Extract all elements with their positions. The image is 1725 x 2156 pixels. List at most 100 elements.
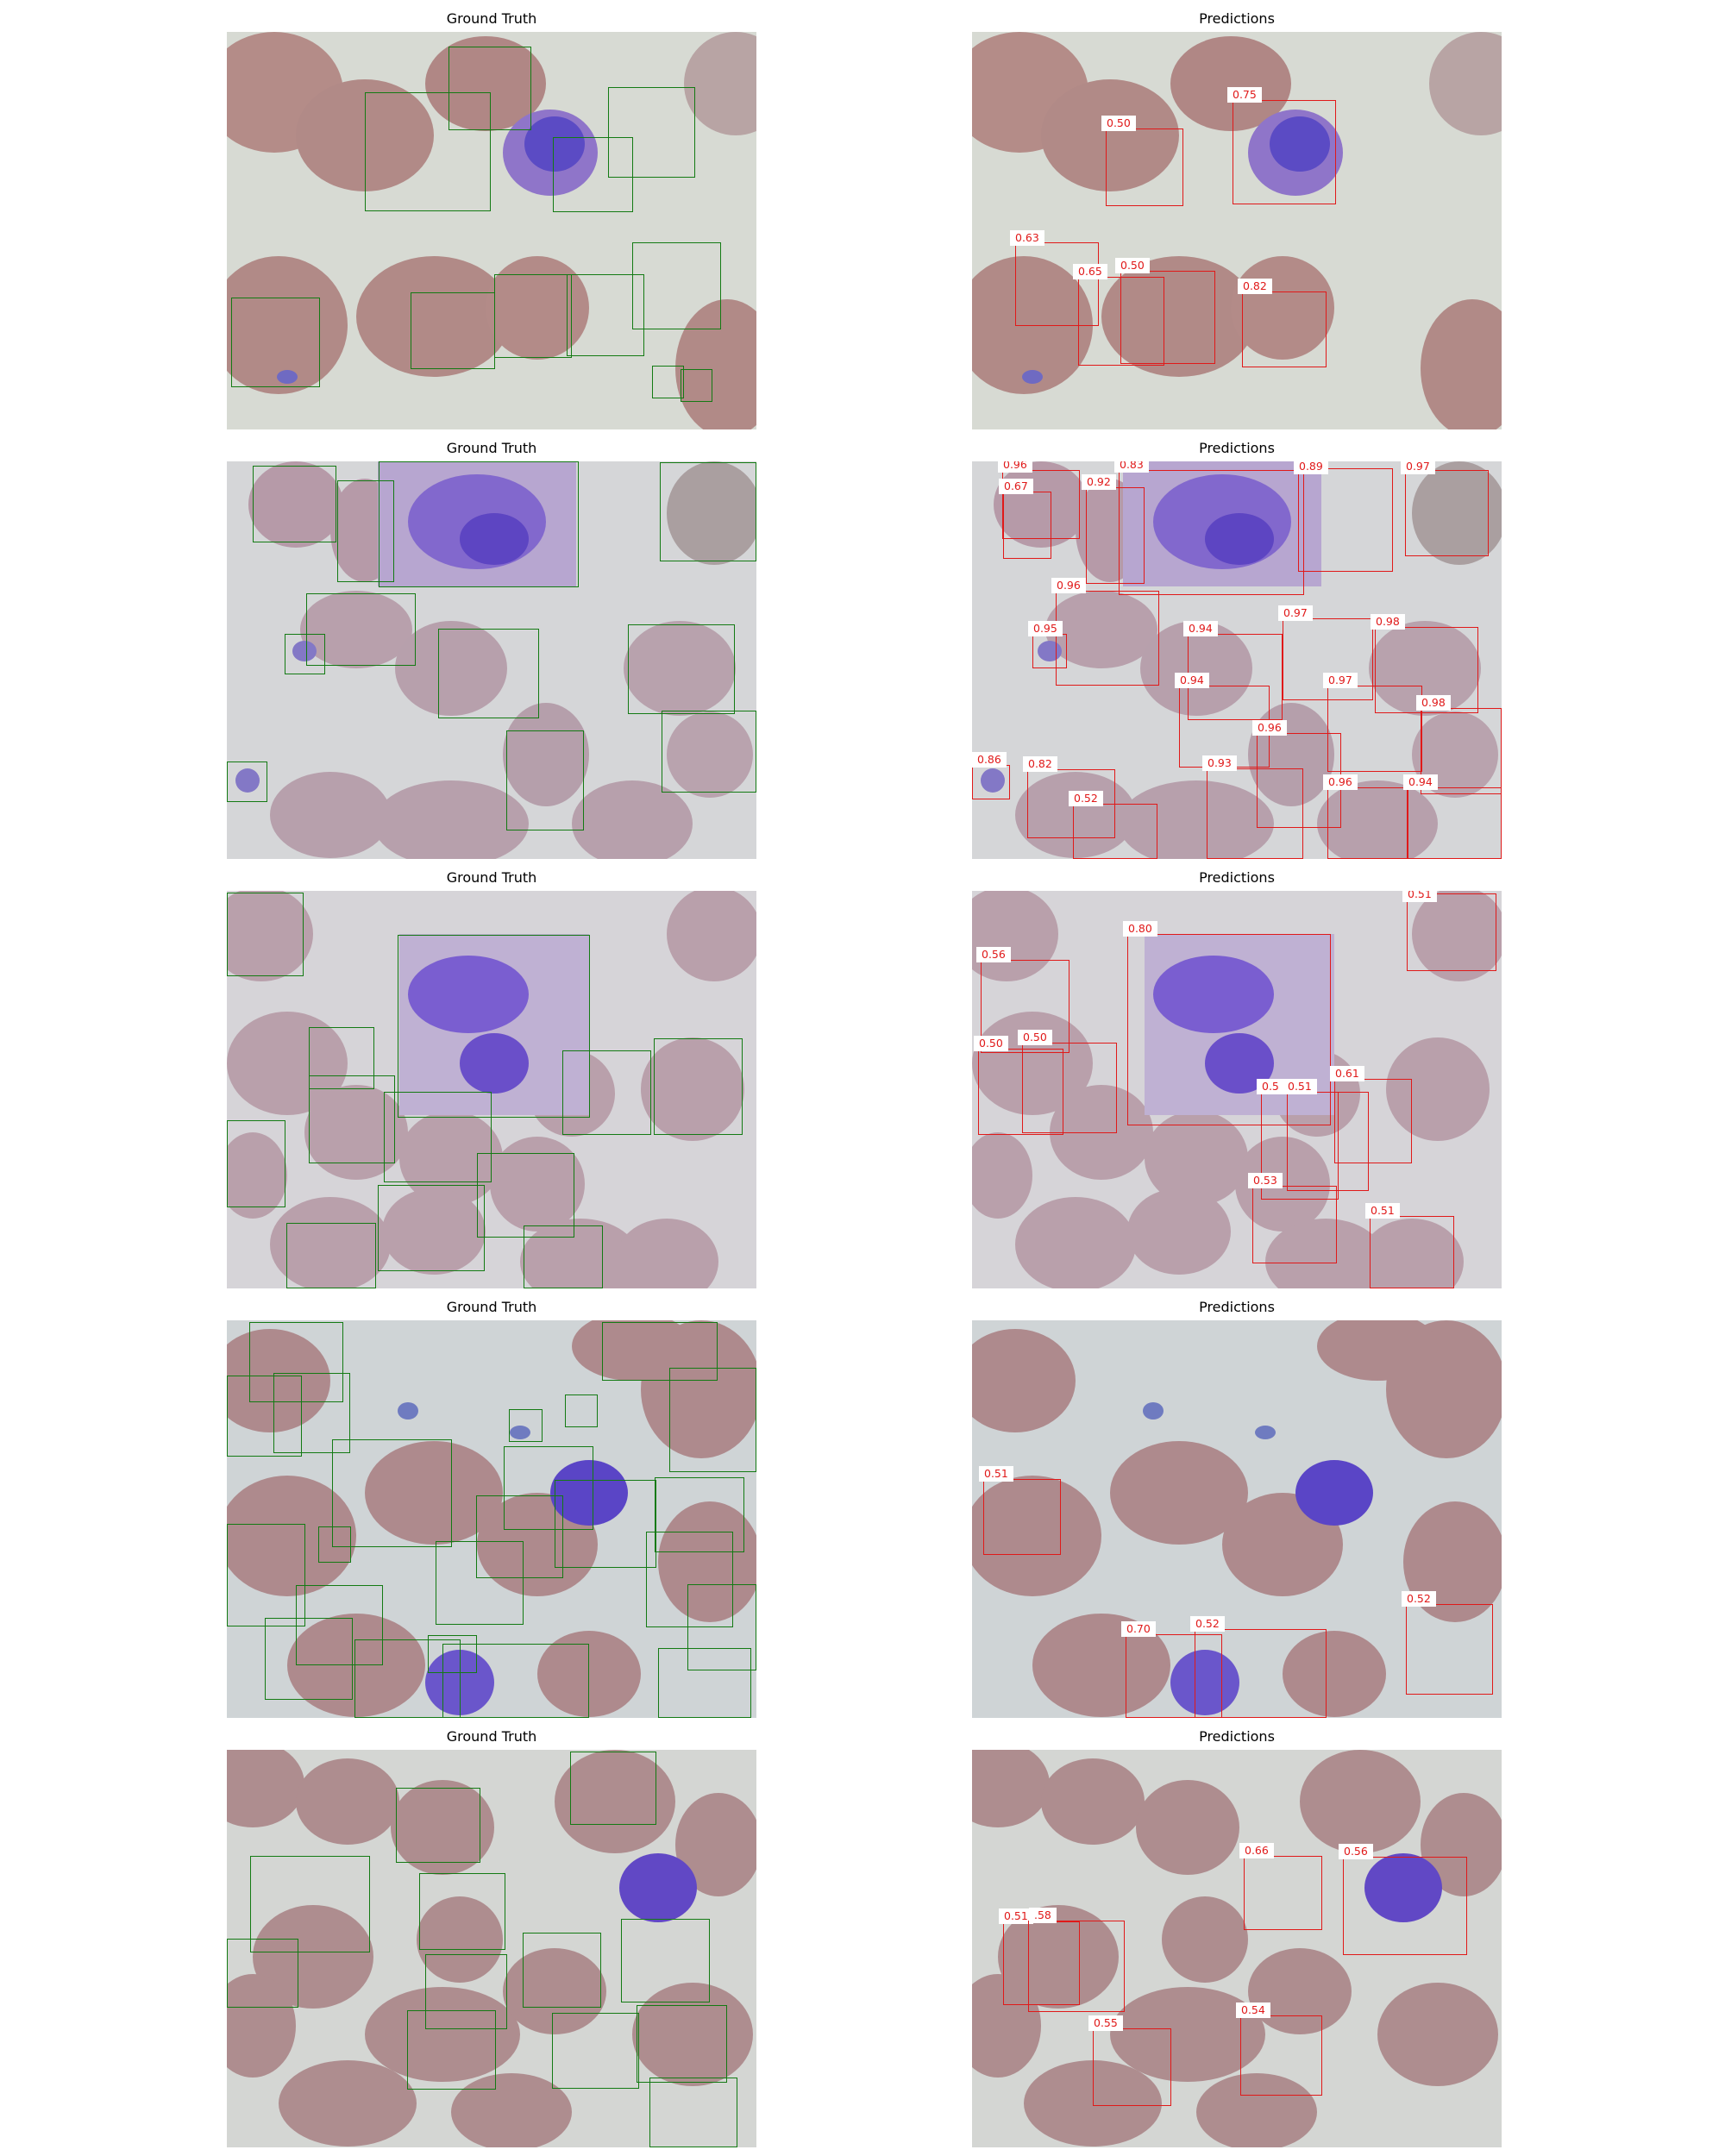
gt-box — [655, 1477, 744, 1552]
pred-score-label: 0.96 — [1051, 578, 1086, 593]
gt-box — [285, 634, 325, 674]
gt-box — [379, 461, 579, 587]
gt-title-row-3: Ground Truth — [446, 869, 537, 886]
pred-score-label: 0.54 — [1236, 2002, 1270, 2018]
gt-box — [425, 1954, 507, 2029]
pred-score-label: .58 — [1029, 1908, 1057, 1923]
gt-title-row-5: Ground Truth — [446, 1728, 537, 1745]
pred-box — [1287, 1092, 1369, 1191]
gt-box — [509, 1409, 543, 1442]
pred-box — [983, 1479, 1061, 1555]
gt-box — [332, 1439, 452, 1547]
gt-box — [337, 480, 394, 582]
pred-score-label: 0.52 — [1069, 791, 1103, 806]
pred-score-label: 0.97 — [1401, 461, 1435, 474]
pred-box — [1106, 128, 1183, 206]
gt-box — [436, 1541, 524, 1625]
pred-score-label: 0.82 — [1023, 756, 1057, 772]
gt-box — [396, 1788, 480, 1863]
pred-score-label: 0.89 — [1294, 461, 1328, 474]
pred-score-label: 0.96 — [1323, 774, 1358, 790]
gt-box — [649, 2078, 737, 2147]
pred-box — [1242, 291, 1327, 367]
pred-score-label: 0.50 — [1018, 1030, 1052, 1045]
gt-box — [570, 1752, 656, 1825]
pred-score-label: 0.86 — [972, 752, 1007, 768]
pred-box — [1370, 1216, 1454, 1288]
ground-truth-image-row-5 — [227, 1750, 756, 2147]
pred-title-row-2: Predictions — [1199, 440, 1275, 456]
gt-box — [565, 1395, 598, 1427]
prediction-image-row-5: 0.66 0.56 0.51 .58 0.55 0.54 — [972, 1750, 1502, 2147]
gt-box — [567, 274, 644, 356]
pred-score-label: 0.5 — [1257, 1079, 1284, 1094]
pred-score-label: 0.80 — [1123, 921, 1157, 937]
cell-micrograph — [227, 32, 756, 429]
gt-box — [681, 369, 712, 402]
gt-box — [378, 1185, 485, 1271]
gt-box — [231, 298, 320, 387]
pred-box — [1407, 893, 1496, 971]
gt-box — [553, 137, 633, 212]
gt-box — [637, 2005, 727, 2083]
gt-box — [411, 292, 495, 369]
ground-truth-image-row-1 — [227, 32, 756, 429]
gt-box — [309, 1027, 374, 1089]
pred-box — [1334, 1079, 1412, 1163]
gt-box — [660, 462, 756, 561]
pred-title-row-5: Predictions — [1199, 1728, 1275, 1745]
pred-score-label: 0.55 — [1088, 2015, 1123, 2031]
pred-score-label: 0.52 — [1190, 1616, 1225, 1632]
pred-score-label: 0.51 — [1365, 1203, 1400, 1219]
pred-score-label: 0.66 — [1239, 1843, 1274, 1858]
prediction-image-row-4: 0.51 0.52 0.70 0.52 — [972, 1320, 1502, 1718]
gt-box — [419, 1873, 505, 1950]
pred-box — [1073, 804, 1157, 859]
pred-score-label: 0.92 — [1082, 474, 1116, 490]
pred-score-label: 0.95 — [1028, 621, 1063, 636]
pred-score-label: 0.51 — [979, 1466, 1013, 1482]
pred-score-label: 0.56 — [976, 947, 1011, 962]
pred-box — [1207, 768, 1303, 859]
pred-box — [1015, 242, 1099, 326]
pred-score-label: 0.97 — [1278, 605, 1313, 621]
pred-box — [1375, 627, 1478, 713]
gt-box — [286, 1223, 376, 1288]
prediction-image-row-2: 0.96 0.67 0.92 0.83 0.89 0.97 0.96 0.95 … — [972, 461, 1502, 859]
gt-box — [428, 1635, 477, 1673]
pred-score-label: 0.65 — [1073, 264, 1107, 279]
pred-score-label: 0.50 — [1101, 116, 1136, 131]
gt-box — [273, 1373, 350, 1453]
gt-box — [646, 1532, 733, 1627]
pred-score-label: 0.96 — [1252, 720, 1287, 736]
pred-box — [1056, 591, 1159, 686]
pred-score-label: 0.97 — [1323, 673, 1358, 688]
pred-box — [1002, 470, 1080, 539]
pred-box — [1003, 492, 1051, 559]
cell-micrograph — [227, 461, 756, 859]
gt-box — [306, 593, 416, 666]
gt-box — [652, 366, 684, 398]
gt-box — [654, 1038, 743, 1135]
gt-title-row-1: Ground Truth — [446, 10, 537, 27]
pred-box — [1022, 1043, 1117, 1133]
pred-box — [1119, 470, 1304, 595]
gt-box — [562, 1050, 651, 1135]
pred-box — [1343, 1857, 1467, 1955]
pred-box — [978, 1049, 1063, 1135]
pred-box — [1120, 271, 1215, 364]
pred-box — [1421, 708, 1502, 794]
gt-box — [687, 1584, 756, 1670]
gt-box — [249, 1322, 343, 1402]
pred-box — [1406, 1604, 1493, 1695]
pred-score-label: 0.75 — [1227, 87, 1262, 103]
pred-box — [1028, 1921, 1125, 2012]
gt-box — [227, 761, 267, 802]
pred-score-label: 0.56 — [1339, 1844, 1373, 1859]
pred-box — [1032, 634, 1067, 668]
gt-box — [407, 2010, 496, 2090]
gt-box — [354, 1639, 461, 1718]
pred-score-label: 0.94 — [1183, 621, 1218, 636]
gt-box — [365, 92, 491, 211]
gt-box — [524, 1225, 603, 1288]
